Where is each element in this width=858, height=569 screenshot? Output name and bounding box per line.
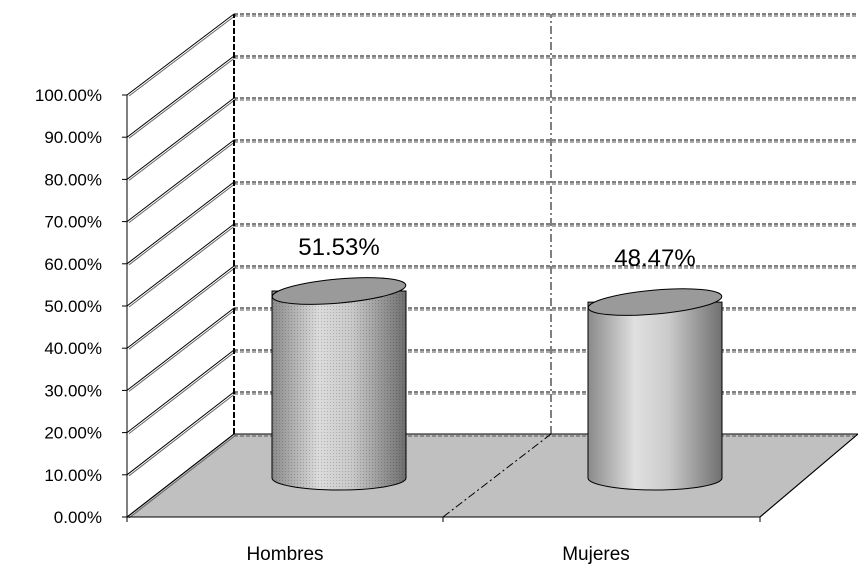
chart-floor	[125, 433, 858, 518]
y-tick-label: 80.00%	[44, 170, 102, 189]
y-tick-label: 40.00%	[44, 339, 102, 358]
data-label: 51.53%	[298, 234, 379, 261]
y-tick-label: 90.00%	[44, 128, 102, 147]
bar-top	[587, 288, 723, 316]
gridline-side	[126, 349, 235, 433]
gridline-side	[126, 55, 235, 138]
bar-body	[587, 301, 723, 491]
gridline-side-shadow	[128, 266, 237, 350]
y-tick-label: 100.00%	[35, 86, 102, 105]
gridline-side	[126, 433, 235, 518]
y-tick-label: 10.00%	[44, 466, 102, 485]
y-tick-label: 0.00%	[54, 508, 102, 527]
gridline-side-shadow	[128, 182, 237, 266]
bar-2: 48.47%	[587, 245, 723, 491]
y-tick-label: 30.00%	[44, 381, 102, 400]
gridline-side	[126, 13, 235, 96]
gridline-side	[126, 223, 235, 307]
y-tick-labels: 0.00% 10.00% 20.00% 30.00% 40.00% 50.00% 60.00…	[35, 86, 761, 527]
gridline-side	[126, 265, 235, 349]
y-tick-label: 70.00%	[44, 213, 102, 232]
gridline-side-shadow	[128, 392, 237, 477]
floor-separator	[442, 433, 552, 518]
y-tick-label: 50.00%	[44, 297, 102, 316]
gridline-side	[126, 97, 235, 180]
category-label: Mujeres	[562, 544, 630, 565]
gridline-side-shadow	[128, 140, 237, 223]
bar-top	[271, 277, 407, 305]
y-tick-label: 20.00%	[44, 424, 102, 443]
gridline-side	[126, 307, 235, 391]
gridline-side	[126, 391, 235, 476]
y-tick-label: 60.00%	[44, 255, 102, 274]
gridline-side-shadow	[128, 350, 237, 434]
gridline-side-shadow	[128, 14, 237, 97]
category-label: Hombres	[246, 544, 323, 565]
gridline-side-shadow	[128, 98, 237, 181]
floor-right-edge	[759, 433, 858, 518]
bar-texture	[272, 290, 406, 490]
gridline-side-shadow	[128, 224, 237, 308]
bars: 51.53% 48.47%	[271, 234, 723, 491]
gridline-side	[126, 181, 235, 265]
gridline-side-shadow	[128, 308, 237, 392]
data-label: 48.47%	[614, 245, 695, 272]
category-labels: Hombres Mujeres	[246, 544, 629, 565]
gridline-side-shadow	[128, 56, 237, 139]
gridline-side	[126, 139, 235, 222]
gridline-side-shadow	[128, 434, 237, 519]
bar-1: 51.53%	[271, 234, 407, 491]
